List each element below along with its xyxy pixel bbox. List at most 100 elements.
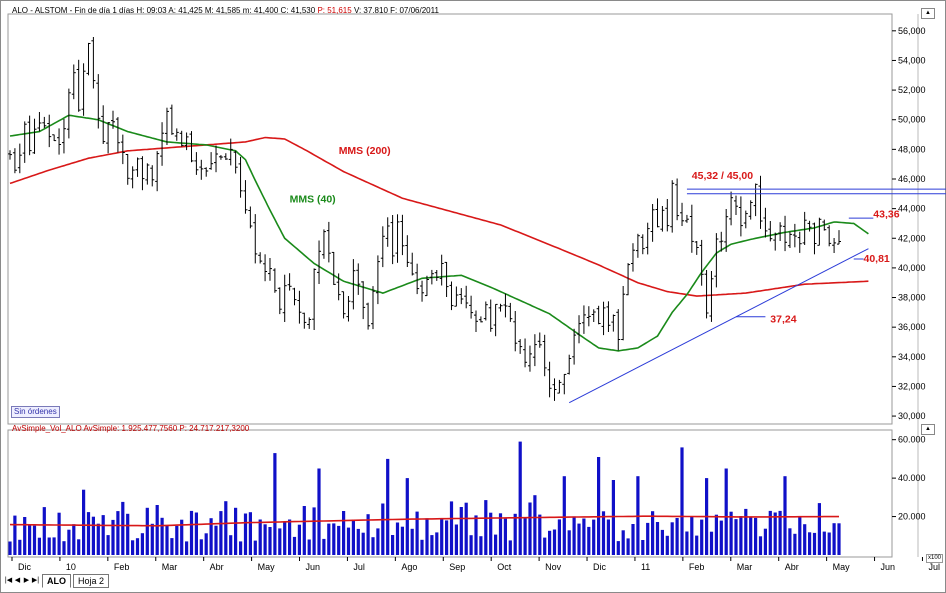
next-sheet-icon[interactable]: ▶ bbox=[23, 577, 30, 584]
volume-bar bbox=[631, 524, 635, 555]
volume-bar bbox=[248, 512, 252, 555]
volume-bar bbox=[18, 539, 22, 555]
volume-bar bbox=[111, 519, 115, 555]
time-tick-label: Abr bbox=[210, 562, 224, 572]
volume-bar bbox=[312, 507, 316, 555]
volume-bar bbox=[606, 519, 610, 555]
volume-bar bbox=[337, 525, 341, 555]
volume-bar bbox=[626, 538, 630, 555]
volume-bar bbox=[371, 537, 375, 555]
volume-bar bbox=[376, 528, 380, 555]
tab-alo[interactable]: ALO bbox=[42, 573, 71, 588]
volume-bar bbox=[435, 532, 439, 555]
volume-bar bbox=[239, 541, 243, 555]
volume-bar bbox=[709, 531, 714, 555]
volume-bar bbox=[366, 514, 370, 555]
volume-bar bbox=[557, 519, 561, 555]
volume-bar bbox=[503, 518, 507, 555]
volume-bar bbox=[52, 537, 56, 555]
volume-bar bbox=[498, 513, 503, 555]
volume-bar bbox=[788, 528, 792, 555]
volume-bar bbox=[685, 531, 689, 555]
volume-bar bbox=[160, 517, 164, 555]
volume-bar bbox=[494, 534, 498, 555]
volume-bar bbox=[361, 532, 365, 555]
volume-bar bbox=[597, 457, 601, 555]
volume-bar bbox=[528, 502, 532, 555]
volume-bar bbox=[297, 524, 301, 555]
volume-bar bbox=[23, 517, 27, 555]
volume-bar bbox=[719, 520, 723, 555]
volume-bar bbox=[86, 512, 91, 555]
price-axis: 30,000 32,000 34,000 36,000 38,000 40,000 42,0… bbox=[892, 26, 926, 421]
volume-bar bbox=[592, 519, 596, 555]
trendline bbox=[568, 248, 869, 404]
pointer-value: P: 51,615 bbox=[317, 6, 352, 15]
volume-bar bbox=[773, 512, 777, 555]
volume-bar bbox=[695, 535, 699, 555]
time-tick-label: Mar bbox=[162, 562, 178, 572]
last-sheet-icon[interactable]: ▶| bbox=[31, 577, 40, 584]
first-sheet-icon[interactable]: |◀ bbox=[4, 577, 13, 584]
volume-bar bbox=[543, 537, 547, 555]
volume-bar bbox=[263, 524, 267, 555]
volume-bar bbox=[42, 507, 46, 555]
price-tick-label: 46,000 bbox=[898, 174, 926, 184]
tab-hoja-2[interactable]: Hoja 2 bbox=[73, 573, 110, 588]
volume-bar bbox=[185, 541, 189, 555]
volume-bar bbox=[72, 524, 76, 555]
drawn-lines bbox=[568, 188, 946, 404]
volume-bar bbox=[283, 522, 287, 555]
volume-bar bbox=[832, 523, 836, 555]
volume-bar bbox=[548, 530, 552, 555]
volume-bar bbox=[803, 524, 807, 555]
volume-bar bbox=[189, 510, 194, 555]
volume-bar bbox=[253, 540, 257, 555]
volume-bar bbox=[798, 516, 802, 555]
volume-bar bbox=[479, 536, 483, 555]
time-tick-label: Oct bbox=[497, 562, 512, 572]
volume-bar bbox=[37, 537, 41, 555]
price-panel-header: ALO - ALSTOM - Fin de día 1 días H: 09:0… bbox=[12, 6, 439, 15]
time-tick-label: 11 bbox=[641, 562, 650, 572]
volume-axis: 20.000 40.000 60.000 bbox=[892, 435, 926, 522]
time-tick-label: Abr bbox=[785, 562, 799, 572]
open-value: A: 41,425 bbox=[168, 6, 203, 15]
volume-bar bbox=[827, 532, 831, 555]
volume-bar bbox=[96, 523, 100, 555]
volume-bar bbox=[405, 478, 409, 555]
time-tick-label: Dic bbox=[18, 562, 31, 572]
volume-bar bbox=[268, 527, 272, 555]
time-tick-label: Sep bbox=[449, 562, 465, 572]
ma200-line bbox=[9, 136, 869, 297]
scroll-up-icon[interactable]: ▲ bbox=[921, 8, 935, 19]
prev-sheet-icon[interactable]: ◀ bbox=[14, 577, 21, 584]
volume-bar bbox=[533, 495, 537, 555]
sin-ordenes-button[interactable]: Sin órdenes bbox=[11, 406, 60, 418]
volume-bar bbox=[229, 535, 233, 555]
volume-bar bbox=[155, 505, 159, 555]
volume-bar bbox=[621, 530, 625, 555]
volume-bar bbox=[700, 519, 704, 555]
volume-bar bbox=[400, 526, 404, 555]
volume-bar bbox=[356, 528, 360, 555]
volume-bar bbox=[739, 516, 743, 555]
volume-bar bbox=[484, 500, 488, 555]
volume-bar bbox=[616, 541, 620, 555]
volume-bar bbox=[243, 513, 248, 555]
volume-bar bbox=[327, 523, 331, 555]
volume-bar bbox=[62, 541, 66, 555]
scroll-up-icon[interactable]: ▲ bbox=[921, 424, 935, 435]
price-tick-label: 48,000 bbox=[898, 144, 926, 154]
volume-bar bbox=[346, 527, 351, 555]
volume-panel-header: AvSimple_Vol_ALO AvSimple: 1.925.477,756… bbox=[12, 424, 250, 433]
time-tick-label: Jun bbox=[881, 562, 896, 572]
volume-bar bbox=[812, 532, 817, 555]
volume-bar bbox=[567, 530, 571, 555]
panel-frames bbox=[7, 13, 919, 558]
volume-bar bbox=[224, 501, 228, 555]
volume-bar bbox=[734, 519, 738, 555]
volume-bar bbox=[768, 510, 772, 555]
volume-bar bbox=[508, 540, 512, 555]
price-tick-label: 36,000 bbox=[898, 322, 926, 332]
